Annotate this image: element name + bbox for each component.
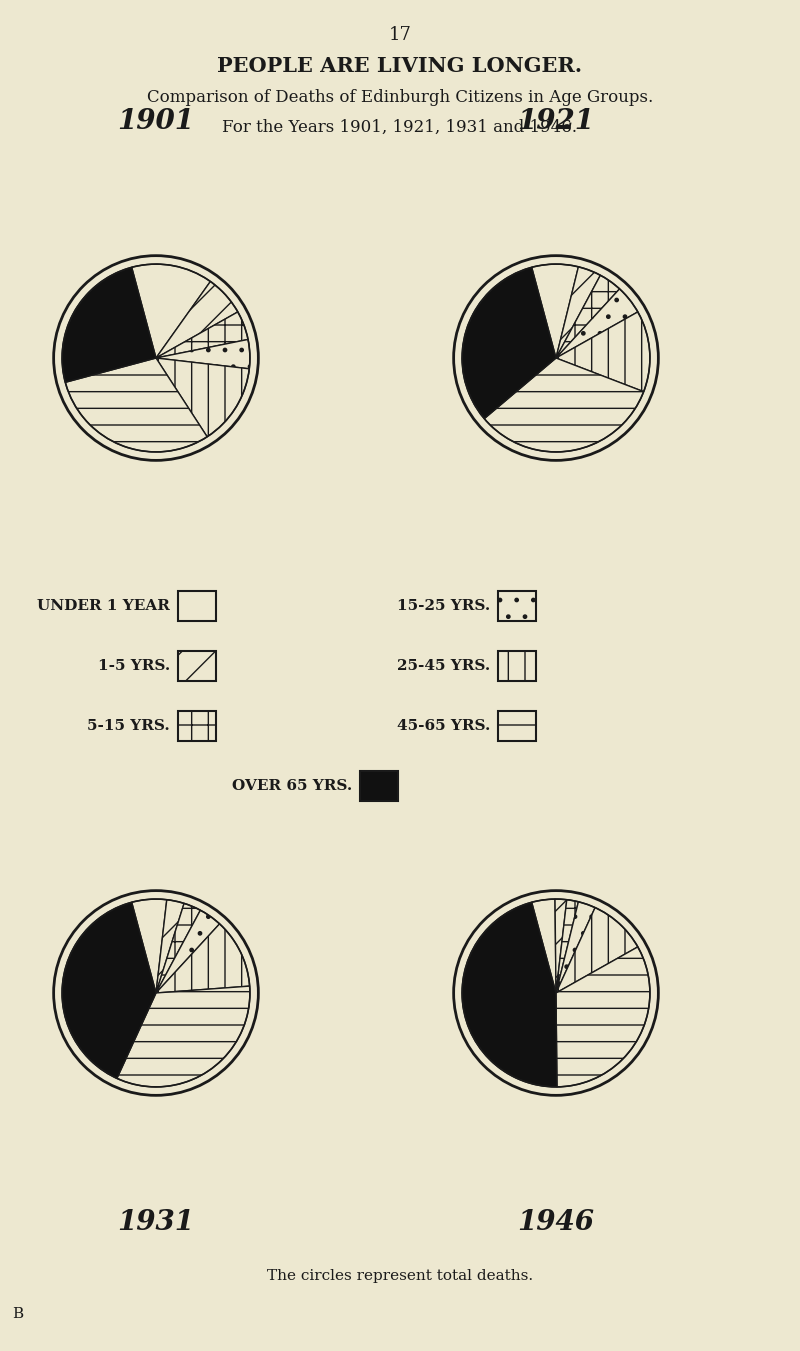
Wedge shape	[62, 267, 156, 382]
Bar	[498, 651, 536, 681]
Text: 15-25 YRS.: 15-25 YRS.	[397, 598, 490, 613]
Wedge shape	[156, 312, 248, 358]
Text: PEOPLE ARE LIVING LONGER.: PEOPLE ARE LIVING LONGER.	[218, 55, 582, 76]
Text: 1901: 1901	[118, 108, 194, 135]
Wedge shape	[556, 266, 600, 358]
Wedge shape	[556, 900, 578, 993]
Wedge shape	[532, 898, 556, 993]
Text: For the Years 1901, 1921, 1931 and 1946.: For the Years 1901, 1921, 1931 and 1946.	[222, 119, 578, 136]
Text: 17: 17	[389, 26, 411, 45]
Wedge shape	[62, 902, 156, 1078]
Bar	[178, 590, 216, 621]
Bar	[178, 711, 216, 740]
Wedge shape	[556, 312, 650, 392]
Wedge shape	[132, 898, 166, 993]
Wedge shape	[484, 358, 644, 453]
Wedge shape	[156, 904, 200, 993]
Wedge shape	[156, 900, 184, 993]
Wedge shape	[555, 898, 566, 993]
Bar	[498, 711, 536, 740]
Wedge shape	[156, 339, 250, 369]
Wedge shape	[462, 902, 557, 1088]
Bar	[360, 771, 398, 801]
Bar	[178, 651, 216, 681]
Wedge shape	[462, 267, 556, 419]
Wedge shape	[556, 276, 619, 358]
Wedge shape	[532, 263, 578, 358]
Text: Comparison of Deaths of Edinburgh Citizens in Age Groups.: Comparison of Deaths of Edinburgh Citize…	[147, 89, 653, 105]
Text: The circles represent total deaths.: The circles represent total deaths.	[267, 1269, 533, 1283]
Text: 1921: 1921	[518, 108, 594, 135]
Text: 1-5 YRS.: 1-5 YRS.	[98, 659, 170, 673]
Text: UNDER 1 YEAR: UNDER 1 YEAR	[37, 598, 170, 613]
Wedge shape	[156, 358, 250, 436]
Wedge shape	[156, 924, 250, 993]
Text: 5-15 YRS.: 5-15 YRS.	[87, 719, 170, 734]
Text: 1946: 1946	[518, 1209, 594, 1236]
Text: OVER 65 YRS.: OVER 65 YRS.	[232, 780, 352, 793]
Wedge shape	[556, 901, 595, 993]
Text: B: B	[12, 1306, 23, 1321]
Wedge shape	[556, 289, 638, 358]
Wedge shape	[66, 358, 207, 453]
Wedge shape	[132, 263, 210, 358]
Wedge shape	[117, 986, 250, 1088]
Wedge shape	[156, 911, 219, 993]
Wedge shape	[156, 281, 238, 358]
Wedge shape	[556, 908, 638, 993]
Bar	[498, 590, 536, 621]
Text: 25-45 YRS.: 25-45 YRS.	[397, 659, 490, 673]
Text: 1931: 1931	[118, 1209, 194, 1236]
Text: 45-65 YRS.: 45-65 YRS.	[397, 719, 490, 734]
Wedge shape	[556, 947, 650, 1088]
